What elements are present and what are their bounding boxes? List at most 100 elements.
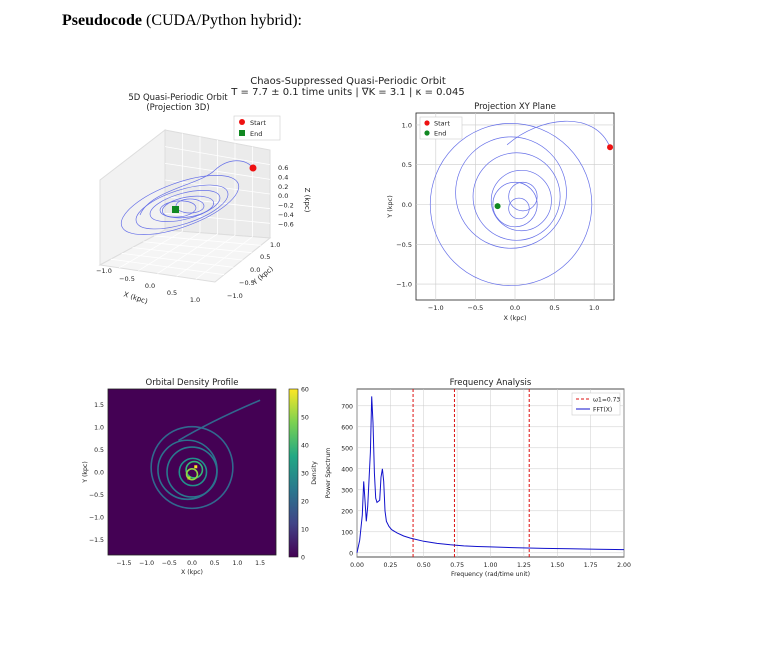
- density-ytick: 0.5: [94, 447, 104, 454]
- legend-end-marker: [239, 130, 245, 136]
- xy-orbit-loop: [490, 169, 552, 232]
- xy-xtick: −1.0: [428, 304, 444, 312]
- frequency-panel: Frequency Analysis 0.00 0.25 0.50 0.75 1.00 1.…: [325, 378, 631, 578]
- density-colorbar-tick: 30: [301, 471, 309, 478]
- xy-ytick: 1.0: [402, 121, 412, 129]
- fft-ylabel: Power Spectrum: [325, 448, 332, 499]
- density-ytick: −1.0: [89, 514, 104, 521]
- orbit3d-legend: Start End: [233, 115, 281, 141]
- fft-ytick: 0: [349, 550, 353, 557]
- xy-xtick: 0.0: [510, 304, 520, 312]
- orbit3d-ztick: 0.6: [278, 164, 288, 172]
- density-colorbar: [288, 388, 299, 558]
- density-ytick: −1.5: [89, 537, 104, 544]
- xy-orbit-loop: [472, 152, 561, 241]
- fft-series-line: [356, 396, 625, 553]
- heading-bold: Pseudocode: [62, 12, 142, 29]
- xy-ytick: 0.0: [402, 201, 412, 209]
- orbit3d-ytick: 0.5: [260, 253, 270, 261]
- xy-xlabel: X (kpc): [503, 314, 526, 322]
- density-title: Orbital Density Profile: [146, 378, 239, 388]
- fft-ytick: 600: [341, 424, 353, 431]
- density-xlabel: X (kpc): [181, 569, 203, 576]
- fft-ytick: 500: [341, 445, 353, 452]
- orbit3d-ztick: −0.4: [278, 211, 294, 219]
- orbit3d-end-marker: [172, 206, 179, 213]
- orbit3d-path: [149, 190, 221, 222]
- density-hotspot: [194, 465, 198, 469]
- xy-orbit-loop: [429, 122, 593, 287]
- page-heading: Pseudocode (CUDA/Python hybrid):: [62, 12, 302, 30]
- xy-legend-start-label: Start: [434, 120, 450, 128]
- orbit3d-path: [159, 200, 197, 218]
- grid-line: [195, 236, 253, 280]
- orbit3d-xtick: −1.0: [96, 267, 112, 275]
- density-xtick: 1.0: [232, 560, 242, 567]
- orbit3d-path: [135, 184, 229, 230]
- density-colorbar-tick: 0: [301, 555, 305, 562]
- xy-orbit-loop: [508, 197, 530, 220]
- fft-ytick: 300: [341, 487, 353, 494]
- density-colorbar-tick: 10: [301, 527, 309, 534]
- orbit3d-ytick: 1.0: [270, 241, 280, 249]
- fft-ytick: 200: [341, 508, 353, 515]
- orbit3d-xtick: 0.0: [145, 282, 155, 290]
- fft-xtick: 0.25: [383, 562, 397, 569]
- orbit3d-xtick: −0.5: [119, 275, 135, 283]
- xy-orbit-arc: [506, 120, 611, 148]
- orbit-3d-panel: 5D Quasi-Periodic Orbit (Projection 3D) …: [96, 93, 311, 306]
- orbit3d-start-marker: [249, 164, 257, 172]
- xy-title: Projection XY Plane: [474, 102, 556, 112]
- density-hotspot: [187, 476, 191, 480]
- xy-ylabel: Y (kpc): [386, 195, 394, 219]
- heading-rest: (CUDA/Python hybrid):: [142, 12, 302, 29]
- density-colorbar-tick: 20: [301, 499, 309, 506]
- fft-xtick: 0.00: [350, 562, 364, 569]
- orbit3d-ytick: −0.5: [239, 279, 255, 287]
- fft-xtick: 0.75: [450, 562, 464, 569]
- density-colorbar-tick: 60: [301, 387, 309, 394]
- density-colorbar-tick: 40: [301, 443, 309, 450]
- fft-xtick: 0.50: [417, 562, 431, 569]
- density-xtick: −1.5: [116, 560, 131, 567]
- xy-xtick: −0.5: [468, 304, 484, 312]
- density-xtick: 0.0: [187, 560, 197, 567]
- density-ytick: 0.0: [94, 470, 104, 477]
- orbit3d-ztick: 0.4: [278, 173, 288, 181]
- xy-orbit-loop: [455, 136, 567, 249]
- density-trace: [178, 457, 208, 487]
- density-axes: [108, 389, 276, 555]
- xy-legend-start-marker: [424, 120, 430, 126]
- density-ytick: 1.5: [94, 402, 104, 409]
- density-xtick: −0.5: [162, 560, 177, 567]
- legend-start-label: Start: [250, 119, 266, 127]
- fft-xtick: 1.25: [517, 562, 531, 569]
- xy-ytick: −1.0: [396, 281, 412, 289]
- density-colorbar-label: Density: [311, 461, 318, 485]
- fft-xtick: 1.00: [484, 562, 498, 569]
- xy-start-marker: [607, 144, 614, 151]
- density-trace: [150, 425, 234, 510]
- xy-orbit-loop: [508, 181, 538, 212]
- fft-xtick: 1.75: [584, 562, 598, 569]
- density-ytick: −0.5: [89, 492, 104, 499]
- fft-xtick: 1.50: [550, 562, 564, 569]
- xy-ytick: −0.5: [396, 241, 412, 249]
- xy-xtick: 1.0: [589, 304, 599, 312]
- density-xtick: 1.5: [255, 560, 265, 567]
- orbit3d-ytick: −1.0: [227, 292, 243, 300]
- orbit3d-path: [161, 195, 215, 219]
- fft-xlabel: Frequency (rad/time unit): [451, 571, 530, 578]
- density-trace: [157, 439, 218, 501]
- orbit3d-title-2: (Projection 3D): [146, 103, 209, 113]
- density-panel: Orbital Density Profile −1.5 −1.0 −0.5 0.0 0.…: [82, 378, 318, 576]
- xy-legend-box: [419, 116, 463, 140]
- fft-ytick: 100: [341, 529, 353, 536]
- fft-ytick: 400: [341, 466, 353, 473]
- fft-title: Frequency Analysis: [450, 378, 532, 388]
- orbit3d-xtick: 1.0: [190, 296, 200, 304]
- orbit3d-ztick: −0.6: [278, 220, 294, 228]
- xy-end-marker: [494, 203, 501, 210]
- density-trace: [177, 399, 261, 442]
